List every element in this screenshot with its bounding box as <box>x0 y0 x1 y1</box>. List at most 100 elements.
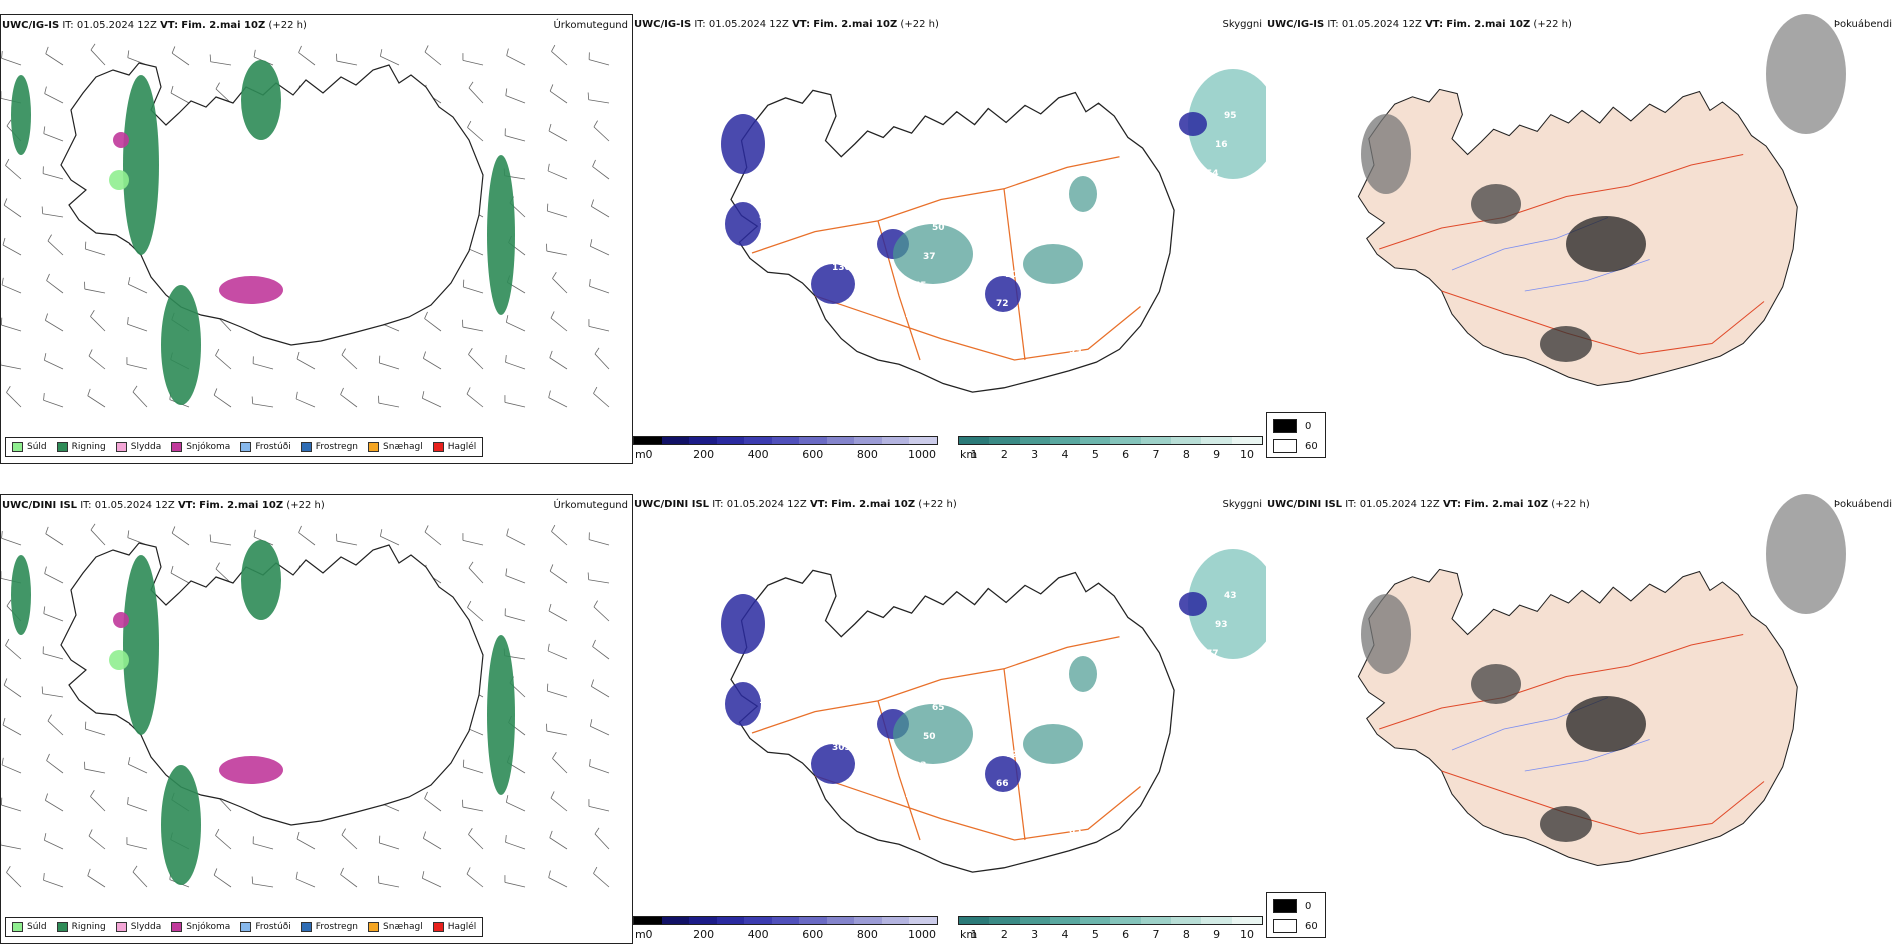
fog-legend-label: 0 <box>1305 900 1312 912</box>
visibility-value-label: 65 <box>932 703 945 713</box>
fog-legend: 0 60 <box>1266 412 1326 458</box>
visibility-value-label: 60 <box>777 158 790 168</box>
visibility-value-label: 83 <box>1069 826 1082 836</box>
legend-item: Frostregn <box>300 922 358 932</box>
panel-title: UWC/IG-IS IT: 01.05.2024 12Z VT: Fim. 2.… <box>634 19 939 30</box>
visibility-value-label: 16 <box>1215 140 1228 150</box>
visibility-scale: km 1 2 3 4 5 6 7 8 9 10 <box>958 436 1263 464</box>
visibility-value-label: 111 <box>1142 93 1161 103</box>
visibility-value-label: 50 <box>932 223 945 233</box>
precip-map <box>1 523 610 888</box>
legend-swatch <box>368 442 380 452</box>
legend-item: Snæhagl <box>368 922 423 932</box>
legend-label: Haglél <box>447 442 477 452</box>
legend-item: Súld <box>12 442 47 452</box>
scale-tick-label: 8 <box>1182 928 1190 941</box>
visibility-value-label: 78 <box>759 216 772 226</box>
visibility-value-label: 68 <box>768 667 781 677</box>
scale-tick-label: 600 <box>802 928 824 941</box>
visibility-value-label: 52 <box>987 808 1000 818</box>
visibility-value-label: 146 <box>905 790 924 800</box>
scale-tick-label: 9 <box>1213 448 1221 461</box>
visibility-value-label: 69 <box>987 328 1000 338</box>
scale-unit: m <box>635 928 646 941</box>
visibility-value-label: 55 <box>786 609 799 619</box>
fog-swatch-0 <box>1273 419 1297 433</box>
panel-title: UWC/DINI ISL IT: 01.05.2024 12Z VT: Fim.… <box>1267 499 1590 510</box>
visibility-value-label: 55 <box>914 281 927 291</box>
visibility-value-label: 31 <box>850 685 863 695</box>
legend-item: Snæhagl <box>368 442 423 452</box>
legend-label: Slydda <box>130 922 162 932</box>
legend-swatch <box>12 442 23 452</box>
visibility-value-label: 593 <box>978 357 997 367</box>
legend-swatch <box>240 922 252 932</box>
scale-unit: m <box>635 448 646 461</box>
visibility-value-label: 74 <box>777 638 790 648</box>
precip-map <box>1 43 610 408</box>
precip-legend: Súld Rigning Slydda Snjókoma Frostúði Frostre… <box>5 917 484 937</box>
scale-bar <box>958 916 1263 925</box>
scale-tick-label: 200 <box>693 448 715 461</box>
scale-tick-label: 5 <box>1091 448 1099 461</box>
fog-panel-row2: UWC/DINI ISL IT: 01.05.2024 12Z VT: Fim.… <box>1266 494 1900 944</box>
visibility-map: 60 49 88 50 105 59 50 95 60 61 37 72 99 111 16 159 96 55 6… <box>713 69 1266 393</box>
visibility-value-label: 72 <box>996 299 1009 309</box>
fog-legend-label: 60 <box>1305 440 1318 452</box>
scale-bar <box>958 436 1263 445</box>
visibility-value-label: 23 <box>914 761 927 771</box>
visibility-panel-row2: UWC/DINI ISL IT: 01.05.2024 12Z VT: Fim.… <box>633 494 1266 944</box>
panel-name: Skyggni <box>1222 499 1262 510</box>
visibility-scale: km 1 2 3 4 5 6 7 8 9 10 <box>958 916 1263 944</box>
legend-item: Snjókoma <box>171 922 230 932</box>
scale-tick-label: 1000 <box>908 448 936 461</box>
ceiling-scale: m 0 200 400 600 800 1000 <box>633 916 938 944</box>
scale-tick-label: 5 <box>1091 928 1099 941</box>
visibility-value-label: 115 <box>1124 151 1143 161</box>
visibility-value-label: 50 <box>923 732 936 742</box>
visibility-value-label: 49 <box>786 129 799 139</box>
scale-tick-label: 400 <box>747 448 769 461</box>
visibility-value-label: 125 <box>859 656 878 666</box>
legend-swatch <box>432 922 444 932</box>
precip-legend: Súld Rigning Slydda Snjókoma Frostúði Frostre… <box>5 437 484 457</box>
visibility-value-label: 50 <box>841 714 854 724</box>
legend-swatch <box>240 442 252 452</box>
legend-swatch <box>171 442 183 452</box>
legend-item: Frostúði <box>240 442 291 452</box>
legend-label: Slydda <box>130 442 162 452</box>
legend-swatch <box>171 922 183 932</box>
legend-label: Súld <box>27 922 47 932</box>
legend-item: Súld <box>12 922 47 932</box>
visibility-value-label: 88 <box>859 176 872 186</box>
visibility-value-label: 50 <box>1078 797 1091 807</box>
scale-unit: km <box>960 448 978 461</box>
panel-title: UWC/DINI ISL IT: 01.05.2024 12Z VT: Fim.… <box>634 499 957 510</box>
scale-tick-label: 1 <box>970 928 978 941</box>
scale-tick-label: 1000 <box>908 928 936 941</box>
scale-tick-label: 6 <box>1122 928 1130 941</box>
visibility-map: 101 55 125 65 62 50 61 43 74 31 50 66 83 98 93 68 50 23 52… <box>713 549 1266 873</box>
visibility-value-label: 54 <box>1206 169 1219 179</box>
scale-unit: km <box>960 928 978 941</box>
visibility-value-label: 93 <box>1215 620 1228 630</box>
panel-name: Úrkomutegund <box>553 500 628 511</box>
legend-label: Snjókoma <box>186 442 231 452</box>
scale-tick-label: 8 <box>1182 448 1190 461</box>
visibility-value-label: 43 <box>1224 591 1237 601</box>
legend-item: Rigning <box>56 922 106 932</box>
visibility-value-label: 98 <box>1142 573 1155 583</box>
legend-item: Frostregn <box>300 442 358 452</box>
legend-item: Haglél <box>432 922 476 932</box>
visibility-value-label: 96 <box>841 234 854 244</box>
legend-item: Frostúði <box>240 922 291 932</box>
visibility-value-label: 75 <box>1060 375 1073 385</box>
scale-tick-label: 0 <box>645 448 653 461</box>
scale-tick-label: 400 <box>747 928 769 941</box>
legend-label: Rigning <box>71 442 106 452</box>
legend-label: Frostúði <box>255 442 291 452</box>
panel-name: Úrkomutegund <box>553 20 628 31</box>
visibility-value-label: 61 <box>1151 844 1164 854</box>
visibility-value-label: 105 <box>1005 270 1024 280</box>
fog-swatch-0 <box>1273 899 1297 913</box>
